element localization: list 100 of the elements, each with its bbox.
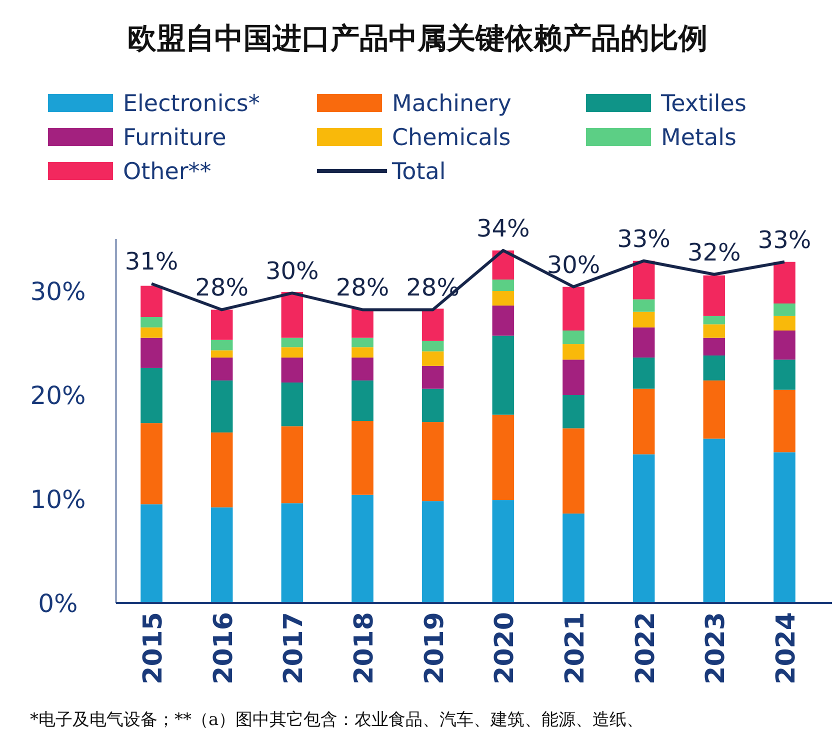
data-label: 28% bbox=[406, 274, 460, 302]
x-tick-label: 2023 bbox=[701, 612, 732, 684]
bar bbox=[422, 366, 444, 389]
bar bbox=[703, 380, 726, 439]
bar bbox=[774, 452, 796, 603]
bar bbox=[774, 262, 796, 304]
bar bbox=[632, 299, 655, 312]
bar bbox=[422, 351, 444, 366]
bar bbox=[281, 338, 304, 348]
bar bbox=[774, 303, 796, 316]
data-label: 30% bbox=[266, 257, 319, 286]
y-tick-label: 30% bbox=[30, 276, 86, 306]
bar bbox=[140, 368, 162, 424]
x-tick-label: 2016 bbox=[208, 612, 239, 684]
data-label: 32% bbox=[687, 238, 741, 266]
bar bbox=[210, 340, 233, 350]
bar bbox=[562, 514, 584, 603]
x-tick-label: 2017 bbox=[279, 612, 310, 684]
x-tick-label: 2024 bbox=[771, 612, 802, 684]
bar bbox=[281, 358, 304, 383]
legend-label: Textiles bbox=[660, 91, 746, 117]
bar bbox=[210, 350, 233, 358]
bar bbox=[210, 507, 233, 603]
y-tick-label: 10% bbox=[30, 484, 86, 514]
legend-label: Total bbox=[391, 159, 446, 185]
bar bbox=[140, 338, 162, 368]
bar bbox=[422, 388, 444, 422]
bar bbox=[492, 306, 514, 336]
x-tick-label: 2015 bbox=[138, 612, 169, 684]
bar bbox=[774, 390, 796, 452]
x-tick-label: 2021 bbox=[560, 612, 590, 684]
legend-label: Electronics* bbox=[123, 91, 260, 117]
bar bbox=[703, 355, 726, 380]
bar bbox=[703, 438, 726, 603]
data-label: 33% bbox=[617, 224, 670, 253]
bar bbox=[281, 292, 304, 338]
bar bbox=[492, 336, 514, 415]
chart-title: 欧盟自中国进口产品中属关键依赖产品的比例 bbox=[128, 21, 708, 55]
legend-label: Chemicals bbox=[392, 125, 511, 151]
bar bbox=[492, 280, 514, 291]
data-label: 28% bbox=[336, 274, 390, 302]
bar bbox=[140, 423, 162, 504]
bar bbox=[352, 338, 374, 348]
bar bbox=[774, 360, 796, 390]
bar bbox=[210, 310, 233, 340]
bar bbox=[422, 501, 444, 603]
bar bbox=[422, 308, 444, 341]
x-tick-label: 2020 bbox=[490, 612, 520, 684]
bar bbox=[632, 327, 655, 358]
legend-label: Other** bbox=[123, 159, 212, 185]
bar bbox=[562, 286, 584, 331]
data-label: 31% bbox=[124, 248, 178, 276]
x-tick-label: 2022 bbox=[630, 612, 661, 684]
bar bbox=[352, 347, 374, 358]
bar bbox=[562, 330, 584, 344]
bar bbox=[703, 324, 726, 338]
bar bbox=[281, 347, 304, 358]
bar bbox=[562, 360, 584, 395]
bar bbox=[140, 317, 162, 328]
bar bbox=[352, 358, 374, 380]
bar bbox=[703, 275, 726, 316]
bar bbox=[703, 338, 726, 356]
bar bbox=[140, 286, 162, 317]
legend-label: Furniture bbox=[123, 125, 226, 151]
text: *电子及电气设备；**（a）图中其它包含：农业食品、汽车、建筑、能源、造纸、 bbox=[30, 710, 644, 730]
y-tick-label: 0% bbox=[38, 588, 78, 618]
bar bbox=[492, 414, 514, 500]
data-label: 30% bbox=[546, 250, 600, 279]
x-tick-label: 2018 bbox=[350, 612, 380, 684]
bar bbox=[422, 422, 444, 502]
bar bbox=[632, 388, 655, 454]
bar bbox=[703, 316, 726, 324]
y-tick-label: 20% bbox=[30, 380, 86, 410]
legend-label: Metals bbox=[661, 125, 736, 151]
bar bbox=[562, 395, 584, 428]
bar bbox=[352, 380, 374, 421]
data-label: 28% bbox=[195, 274, 249, 302]
bar bbox=[352, 308, 374, 338]
bar bbox=[140, 327, 162, 338]
bar bbox=[422, 340, 444, 352]
bar bbox=[281, 503, 304, 603]
bar bbox=[210, 358, 233, 380]
bar bbox=[562, 344, 584, 360]
bar bbox=[281, 382, 304, 426]
bar bbox=[492, 291, 514, 306]
bar bbox=[774, 316, 796, 331]
data-label: 34% bbox=[476, 214, 530, 242]
bar bbox=[632, 358, 655, 389]
bar bbox=[210, 432, 233, 508]
data-label: 33% bbox=[758, 226, 812, 254]
bar bbox=[632, 454, 655, 603]
x-tick-label: 2019 bbox=[420, 612, 450, 684]
bar bbox=[352, 494, 374, 603]
bar bbox=[140, 504, 162, 603]
bar bbox=[632, 312, 655, 328]
legend-label: Machinery bbox=[392, 91, 512, 117]
bar bbox=[774, 330, 796, 360]
bar bbox=[281, 426, 304, 504]
bar bbox=[562, 428, 584, 514]
bar bbox=[210, 380, 233, 432]
